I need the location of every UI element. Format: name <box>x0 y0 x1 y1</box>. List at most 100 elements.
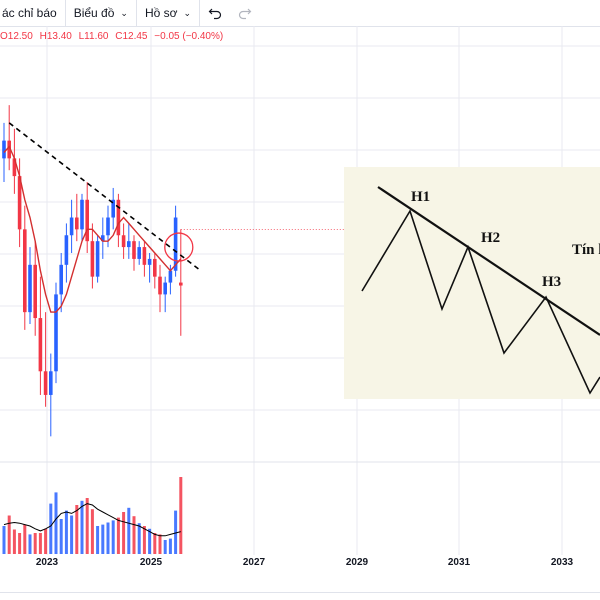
peak-label-h3: H3 <box>542 274 562 290</box>
candle <box>173 217 178 271</box>
pattern-illustration: H1 H2 H3 Tín h <box>344 167 600 399</box>
candle <box>59 264 63 295</box>
candle <box>111 199 115 218</box>
chart-type-label: Biểu đồ <box>73 6 115 20</box>
volume-bar <box>12 529 16 554</box>
candle <box>179 282 183 286</box>
volume-bar <box>64 510 68 554</box>
peak-label-h2: H2 <box>481 230 501 246</box>
volume-bar <box>122 512 126 554</box>
volume-bar <box>44 528 48 554</box>
candle <box>7 140 11 159</box>
chevron-down-icon: ⌄ <box>183 7 192 18</box>
x-axis-label: 2025 <box>139 557 163 568</box>
illustration-zigzag <box>361 209 600 395</box>
candle <box>64 235 69 265</box>
candle <box>2 140 6 159</box>
volume-bar <box>137 523 141 554</box>
candle <box>137 247 141 259</box>
candle <box>147 258 152 265</box>
volume-bar <box>2 526 6 554</box>
bottom-border <box>0 592 600 593</box>
candle <box>38 318 43 372</box>
volume-bar <box>163 540 167 554</box>
volume-bar <box>96 526 100 554</box>
candle <box>116 199 121 236</box>
candle <box>28 264 32 313</box>
volume-bar <box>23 524 27 554</box>
volume-bar <box>75 505 79 554</box>
candle <box>158 276 162 295</box>
volume-bar <box>132 516 136 554</box>
volume-bar <box>153 533 157 554</box>
ohlc-readout: O12.50 H13.40 L11.60 C12.45 −0.05 (−0.40… <box>0 31 223 42</box>
chevron-down-icon: ⌄ <box>120 7 128 18</box>
ohlc-low: L11.60 <box>78 31 109 42</box>
volume-bar <box>168 538 172 554</box>
candle <box>106 217 110 236</box>
breakout-circle <box>164 232 194 262</box>
x-axis-label: 2023 <box>35 557 59 568</box>
top-toolbar: ác chỉ báo Biểu đồ ⌄ Hồ sơ ⌄ <box>0 0 600 27</box>
indicators-button[interactable]: ác chỉ báo <box>0 0 66 26</box>
volume-bar <box>54 492 58 554</box>
candle <box>127 241 131 248</box>
volume-bar <box>106 522 110 554</box>
volume-bar <box>101 524 105 554</box>
candle <box>49 371 53 395</box>
volume-bar <box>142 526 146 554</box>
volume-bar <box>49 503 53 554</box>
volume-bar <box>158 534 162 554</box>
undo-icon[interactable] <box>200 0 230 26</box>
volume-bar <box>90 509 94 554</box>
illustration-trendline <box>377 186 600 336</box>
candle <box>90 241 95 277</box>
candle <box>33 264 37 319</box>
candle <box>12 158 17 177</box>
signal-label: Tín h <box>572 242 600 258</box>
volume-bar <box>111 520 115 554</box>
candle <box>43 371 48 395</box>
profile-dropdown[interactable]: Hồ sơ ⌄ <box>137 0 201 26</box>
volume-bar <box>127 507 131 554</box>
x-axis-label: 2033 <box>550 557 574 568</box>
volume-bar <box>179 477 183 554</box>
x-axis-label: 2029 <box>345 557 369 568</box>
ohlc-change: −0.05 (−0.40%) <box>154 31 224 42</box>
x-axis-label: 2027 <box>242 557 266 568</box>
volume-bar <box>174 510 178 554</box>
candle <box>17 176 22 230</box>
candle <box>95 241 100 277</box>
volume-bar <box>116 517 120 554</box>
profile-label: Hồ sơ <box>144 6 178 20</box>
volume-bar <box>148 528 152 554</box>
candle <box>80 199 84 230</box>
candle <box>85 199 89 242</box>
volume-bar <box>28 534 32 554</box>
peak-label-h1: H1 <box>411 189 431 205</box>
candle <box>75 217 79 230</box>
volume-bar <box>7 515 11 554</box>
candle <box>132 241 136 259</box>
chart-type-dropdown[interactable]: Biểu đồ ⌄ <box>66 0 137 26</box>
ohlc-close: C12.45 <box>115 31 148 42</box>
moving-average-line <box>3 145 182 313</box>
volume-bar <box>80 500 84 554</box>
volume-bar <box>33 533 37 554</box>
indicators-label: ác chỉ báo <box>2 6 57 20</box>
candle <box>23 229 27 313</box>
redo-icon[interactable] <box>230 0 260 26</box>
ohlc-open: O12.50 <box>0 31 33 42</box>
candle <box>163 282 167 295</box>
volume-bar <box>70 515 74 554</box>
volume-bar <box>85 498 89 554</box>
candle <box>142 247 147 265</box>
volume-bar <box>18 533 22 554</box>
volume-ma-line <box>3 503 181 537</box>
ohlc-high: H13.40 <box>39 31 72 42</box>
candle <box>153 258 157 277</box>
trendline[interactable] <box>8 122 202 272</box>
candle <box>168 270 173 283</box>
candle <box>101 235 105 242</box>
